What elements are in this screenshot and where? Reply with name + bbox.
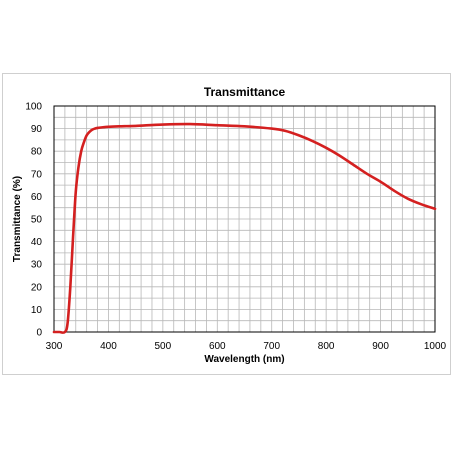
x-tick-label: 900 [372,341,389,352]
grid [54,106,435,332]
x-axis-title: Wavelength (nm) [204,354,284,365]
y-axis-title: Transmittance (%) [12,176,23,262]
chart-frame [2,73,451,375]
y-tick-label: 100 [25,102,42,113]
y-tick-label: 40 [31,237,43,248]
y-tick-label: 0 [36,328,42,339]
chart-title: Transmittance [204,85,286,99]
x-tick-label: 600 [209,341,226,352]
x-tick-label: 800 [318,341,335,352]
x-tick-label: 400 [100,341,117,352]
x-tick-label: 700 [263,341,280,352]
transmittance-line [52,122,437,334]
y-tick-label: 90 [31,124,43,135]
plot-area [53,105,436,333]
y-tick-label: 30 [31,260,43,271]
x-tick-label: 500 [155,341,172,352]
y-tick-label: 60 [31,192,43,203]
y-tick-label: 10 [31,305,43,316]
tick-labels: 300 400 500 600 700 800 900 1000 0 10 20 30 40 50 60 70… [25,102,446,353]
y-tick-label: 20 [31,282,43,293]
y-tick-label: 50 [31,215,43,226]
x-tick-label: 300 [46,341,63,352]
y-tick-label: 80 [31,147,43,158]
x-tick-label: 1000 [424,341,447,352]
y-tick-label: 70 [31,169,43,180]
